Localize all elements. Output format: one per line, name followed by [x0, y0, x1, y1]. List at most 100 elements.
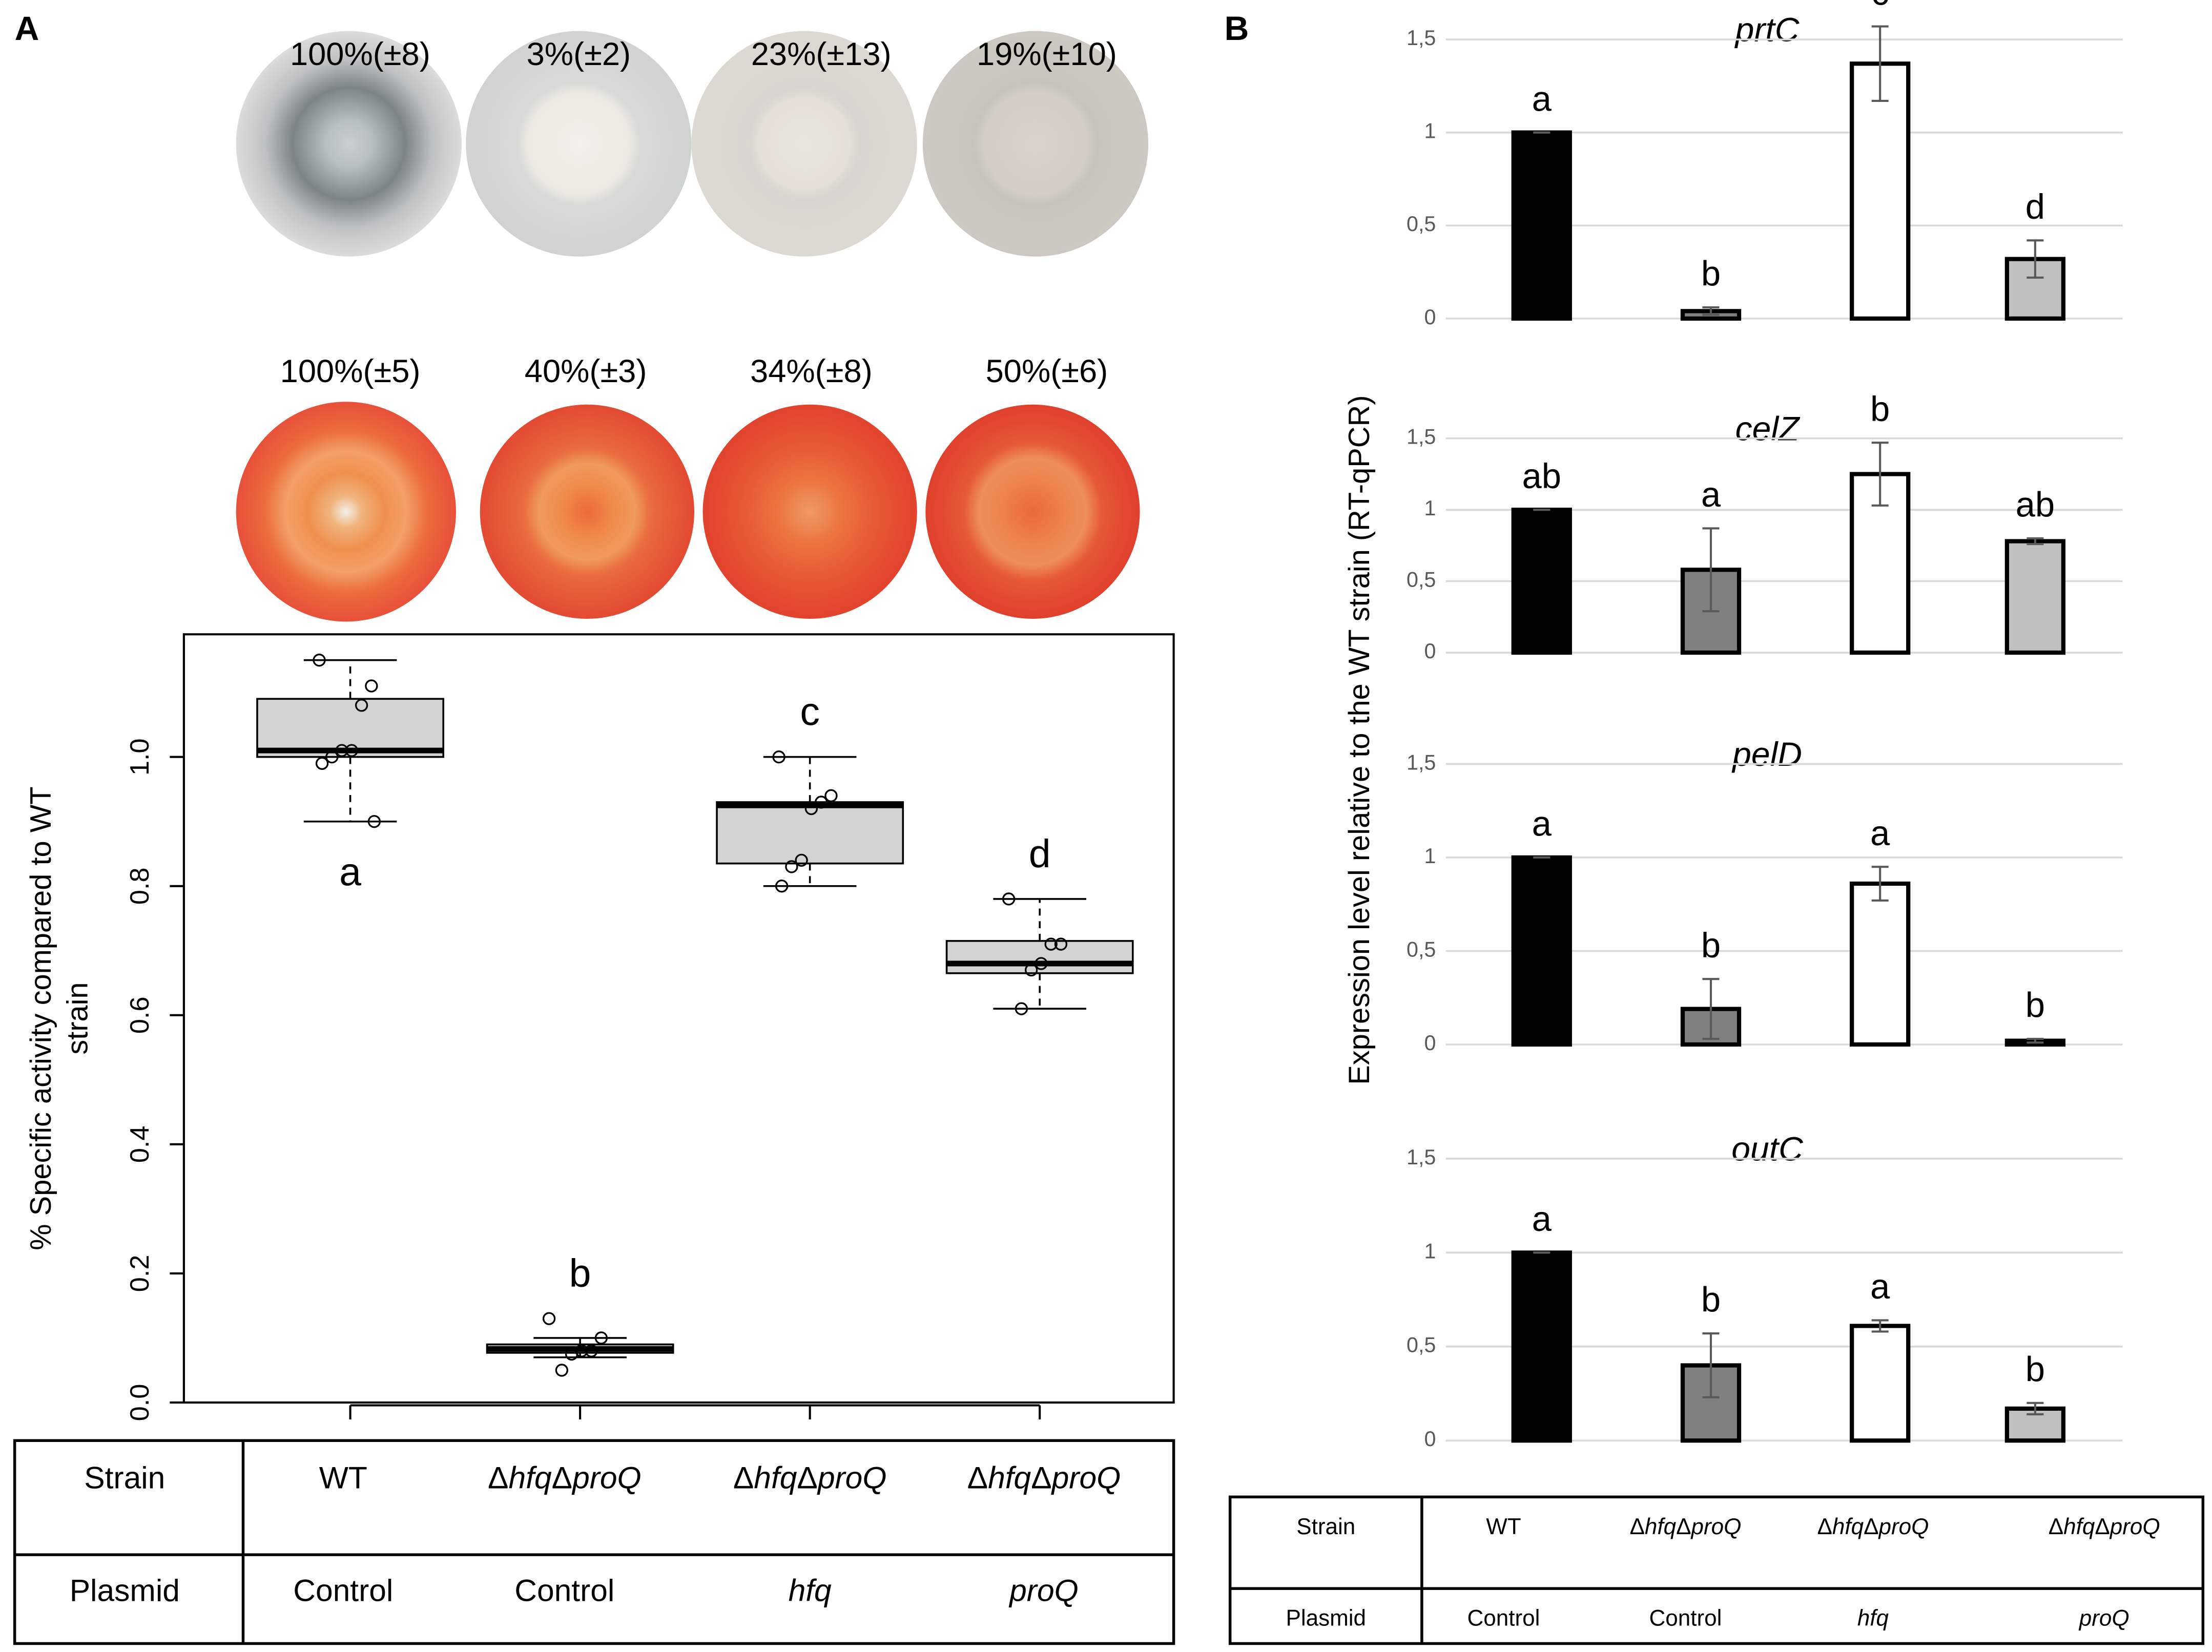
text-run: proQ	[1008, 1573, 1079, 1607]
text-run: Plasmid	[1286, 1605, 1366, 1630]
group-letter: c	[1871, 0, 1889, 12]
text-run: Strain	[1296, 1514, 1355, 1539]
chart-title: celZ	[1735, 409, 1801, 447]
text-run: proQ	[571, 1460, 642, 1495]
y-tick-label: 0,5	[1407, 1333, 1436, 1357]
text-run: Δ	[733, 1460, 754, 1495]
text-run: proQ	[1051, 1460, 1121, 1495]
group-letter: b	[569, 1251, 591, 1295]
plate-label: 19%(±10)	[977, 36, 1117, 72]
group-letter: b	[2025, 986, 2045, 1025]
table-cell: Control	[514, 1573, 614, 1607]
data-point	[814, 796, 828, 809]
y-tick-label: 1,5	[1407, 750, 1436, 774]
text-run: proQ	[1878, 1514, 1929, 1539]
y-tick-label: 0	[1424, 1427, 1436, 1451]
table-cell: Control	[1467, 1605, 1540, 1630]
table-cell: ΔhfqΔproQ	[1630, 1514, 1742, 1539]
table-cell: hfq	[789, 1573, 832, 1607]
bar	[1511, 1250, 1572, 1443]
data-point	[565, 1347, 578, 1361]
text-run: Δ	[1630, 1514, 1645, 1539]
plate-image	[925, 404, 1140, 619]
y-tick-label: 0,5	[1407, 568, 1436, 592]
y-tick-label: 1,5	[1407, 1145, 1436, 1169]
text-run: hfq	[1645, 1514, 1677, 1539]
group-letter: b	[1701, 254, 1721, 294]
group-letter: d	[1029, 832, 1051, 876]
plate-label: 40%(±3)	[525, 353, 647, 389]
group-letter: a	[339, 850, 361, 894]
table-cell: Control	[1649, 1605, 1722, 1630]
group-letter: a	[1532, 79, 1552, 118]
table-cell: Strain	[1296, 1514, 1355, 1539]
data-point	[594, 1331, 608, 1345]
data-point	[785, 860, 798, 873]
text-run: Δ	[2095, 1514, 2110, 1539]
text-run: Δ	[797, 1460, 817, 1495]
plates	[236, 31, 1149, 622]
panel-label: A	[15, 9, 39, 47]
data-point	[1002, 892, 1016, 906]
bar	[1511, 130, 1572, 321]
data-point	[335, 744, 348, 757]
data-point	[804, 802, 818, 815]
table-cell: WT	[1486, 1514, 1521, 1539]
text-run: Control	[514, 1573, 614, 1607]
text-run: Δ	[1676, 1514, 1691, 1539]
group-letter: ab	[1522, 456, 1562, 496]
plate-label: 34%(±8)	[750, 353, 873, 389]
box	[945, 940, 1134, 974]
group-letter: a	[1870, 1267, 1890, 1306]
y-tick-label: 0.4	[125, 1126, 155, 1163]
plate-label: 23%(±13)	[751, 36, 892, 72]
group-letter: b	[1870, 389, 1890, 429]
y-axis-label: % Specific activity compared to WT	[25, 786, 57, 1250]
box	[716, 801, 904, 865]
plate-image	[691, 31, 917, 257]
data-point	[824, 789, 838, 802]
table-cell: ΔhfqΔproQ	[2049, 1514, 2160, 1539]
data-point	[345, 744, 358, 757]
text-run: Δ	[967, 1460, 988, 1495]
bar	[1850, 1324, 1911, 1443]
group-letter: a	[1870, 813, 1890, 853]
table-a	[13, 1439, 1175, 1645]
y-tick-label: 0,5	[1407, 937, 1436, 961]
text-run: hfq	[988, 1460, 1031, 1495]
data-point	[1025, 963, 1038, 977]
table-border	[1228, 1495, 2205, 1645]
table-b	[1228, 1495, 2205, 1645]
y-tick-label: 0.8	[125, 867, 155, 905]
y-tick-label: 0.2	[125, 1255, 155, 1292]
text-run: Δ	[1864, 1514, 1878, 1539]
y-tick-label: 0.0	[125, 1384, 155, 1421]
text-run: WT	[319, 1460, 367, 1495]
bar	[2004, 539, 2066, 655]
text-run: hfq	[2063, 1514, 2095, 1539]
chart-title: prtC	[1734, 11, 1800, 49]
table-cell: proQ	[1008, 1573, 1079, 1607]
table-cell: proQ	[2078, 1605, 2130, 1630]
group-letter: a	[1532, 1199, 1552, 1239]
data-point	[555, 1364, 568, 1377]
data-point	[1054, 937, 1068, 951]
data-point	[542, 1312, 556, 1325]
text-run: Δ	[1817, 1514, 1832, 1539]
y-tick-label: 1,5	[1407, 26, 1436, 50]
data-point	[772, 750, 785, 764]
group-letter: d	[2025, 187, 2045, 226]
panel-label: B	[1225, 9, 1249, 47]
table-cell: ΔhfqΔproQ	[967, 1460, 1121, 1495]
text-run: hfq	[1832, 1514, 1864, 1539]
y-tick-label: 0.6	[125, 996, 155, 1034]
table-cell: Control	[293, 1573, 393, 1607]
box	[256, 698, 444, 758]
text-run: hfq	[754, 1460, 797, 1495]
data-point	[775, 880, 789, 893]
text-run: WT	[1486, 1514, 1521, 1539]
bar	[1511, 508, 1572, 655]
group-letter: ab	[2016, 485, 2055, 525]
group-letter: a	[1701, 475, 1721, 514]
